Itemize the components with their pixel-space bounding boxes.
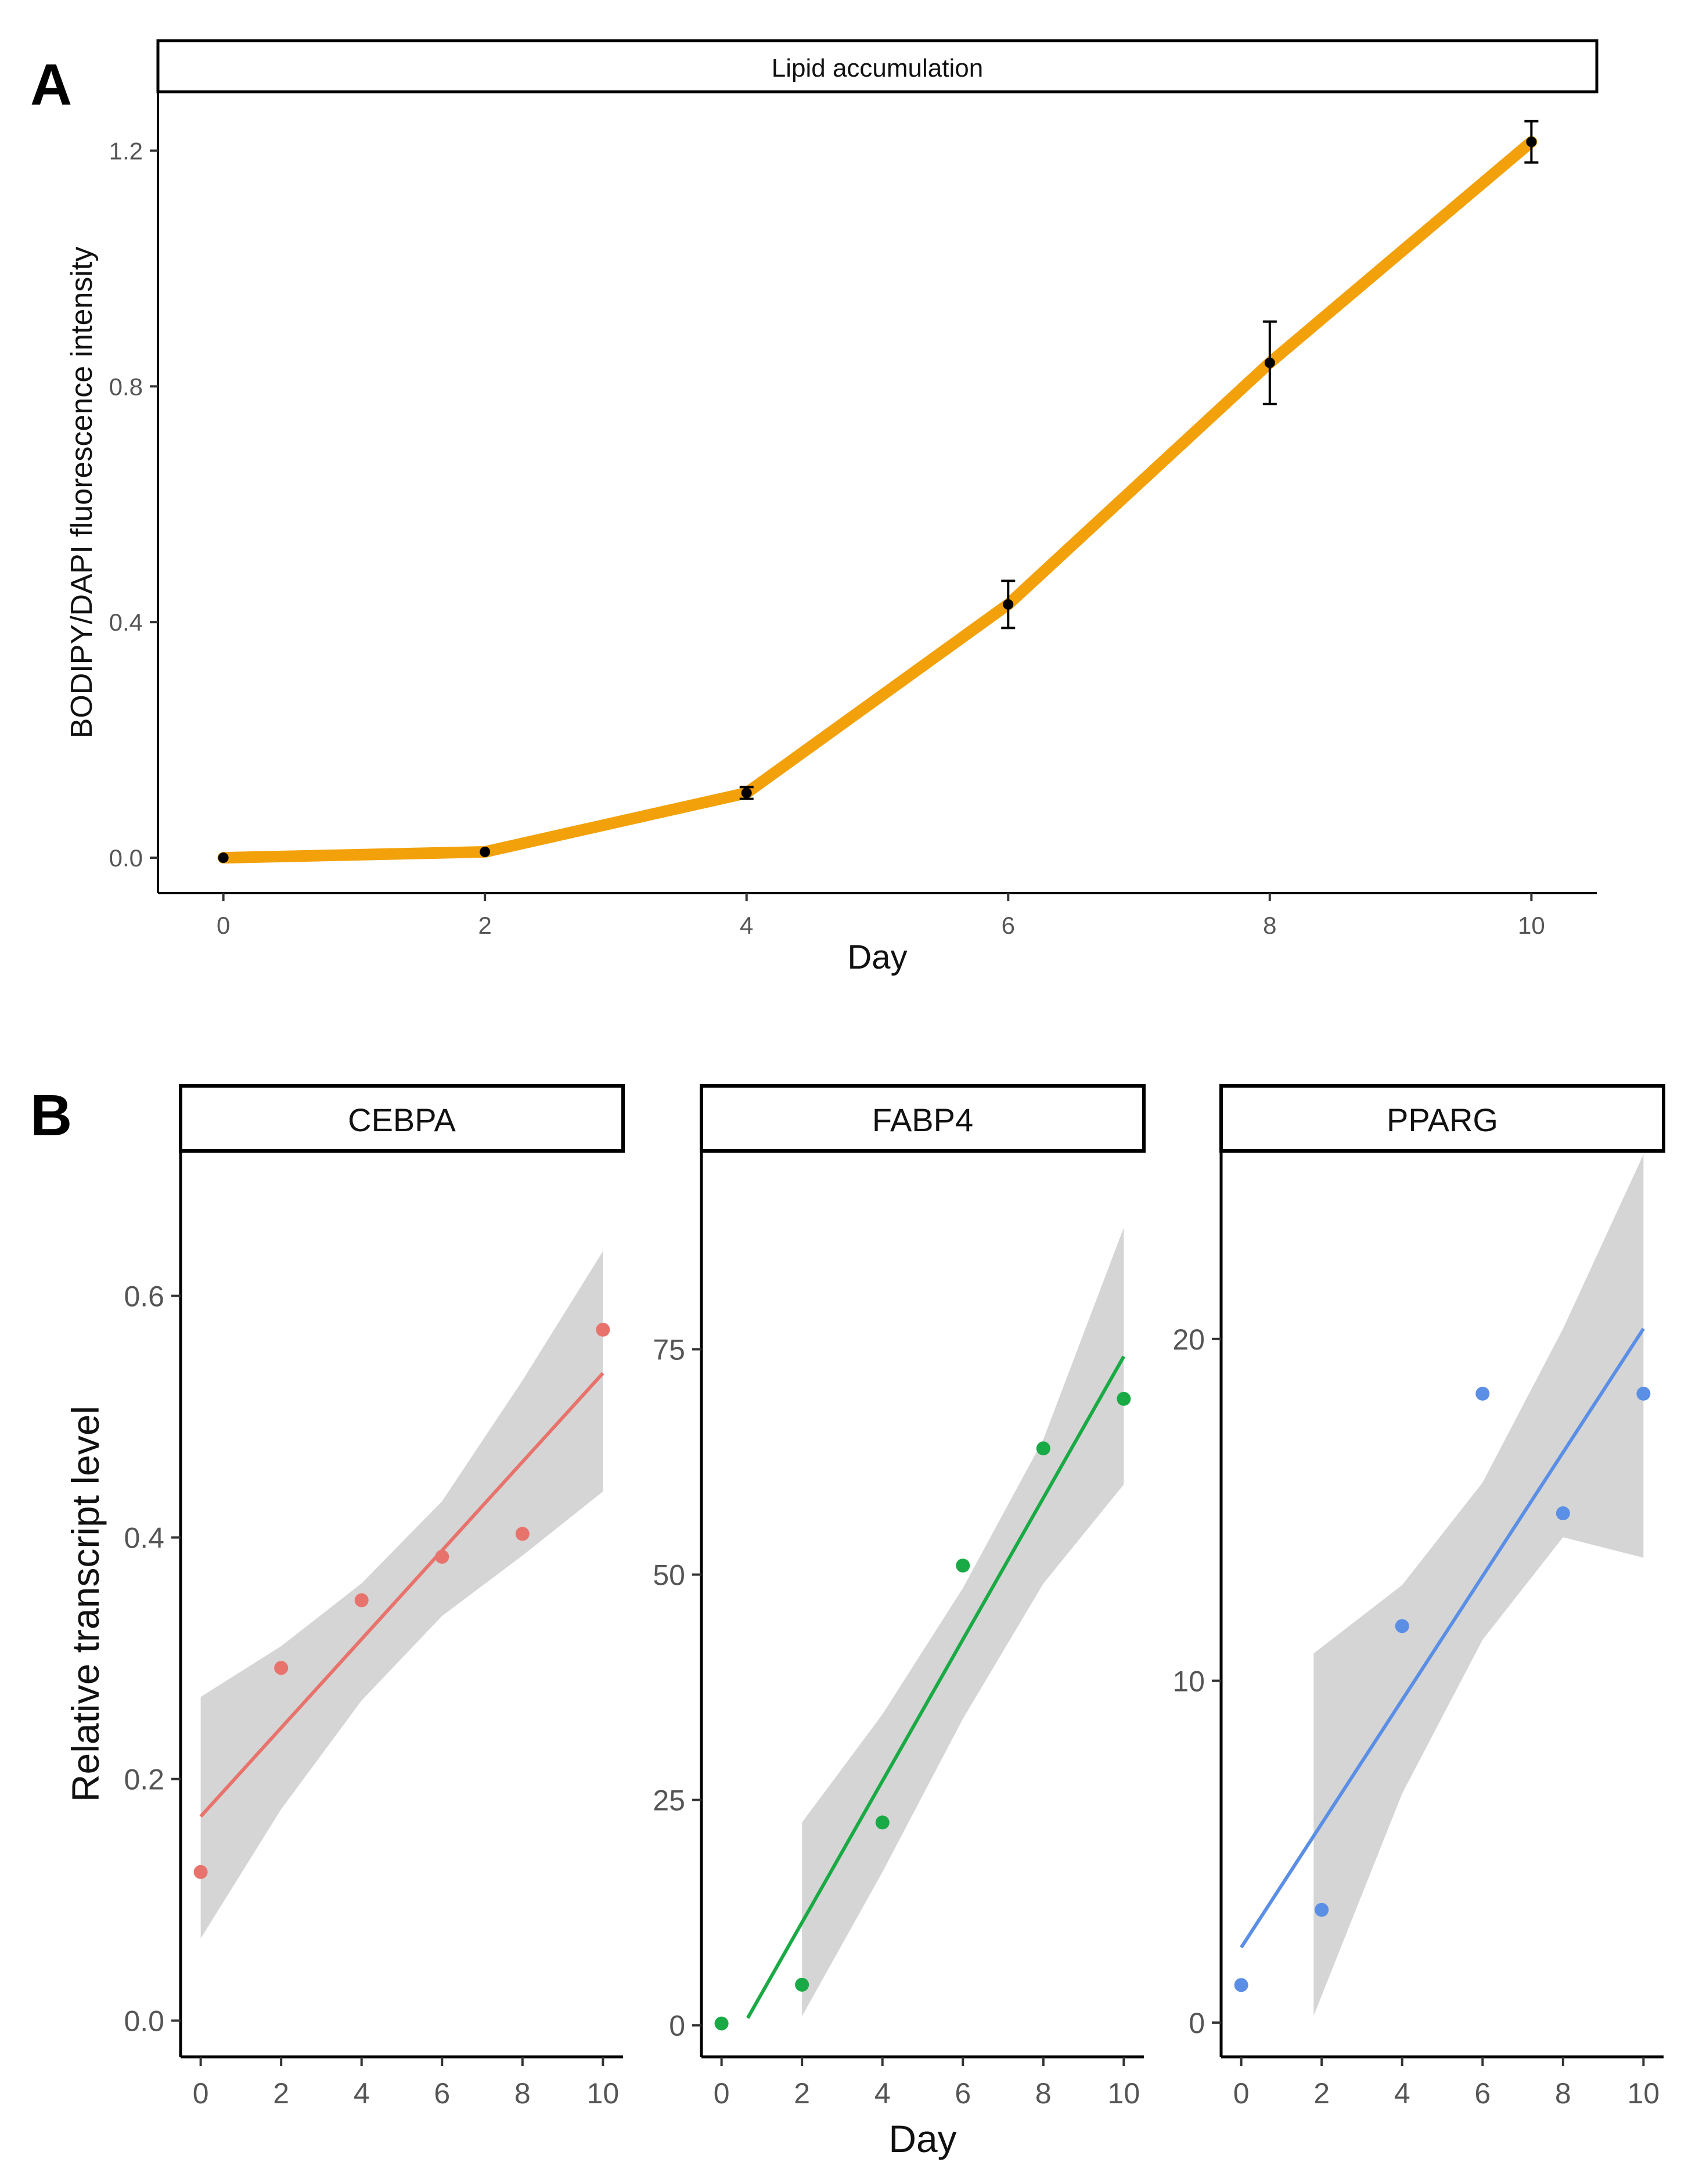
fabp4-point-0 (714, 2016, 729, 2031)
pparg-y-tick-label: 0 (1189, 2007, 1205, 2039)
fabp4-point-3 (956, 1559, 970, 1573)
pparg-x-tick-label: 0 (1233, 2077, 1250, 2110)
pparg-point-1 (1315, 1902, 1329, 1917)
x-tick-label: 2 (478, 912, 492, 939)
fabp4-x-tick-label: 4 (874, 2077, 891, 2110)
cebpa-y-tick-label: 0.2 (124, 1764, 164, 1796)
lipid-point-0 (218, 852, 229, 863)
fabp4-x-tick-label: 2 (794, 2077, 810, 2110)
lipid-line (217, 136, 1538, 864)
fabp4-y-tick-label: 0 (669, 2010, 685, 2042)
fabp4-x-tick-label: 8 (1035, 2077, 1052, 2110)
fabp4-x-tick-label: 0 (714, 2077, 730, 2110)
y-tick-label: 0.0 (109, 844, 143, 872)
strip-fabp4 (700, 1084, 1146, 1153)
lipid-point-4 (1264, 357, 1275, 368)
cebpa-x-tick-label: 4 (354, 2077, 370, 2110)
x-axis-title: Day (847, 938, 907, 976)
lipid-point-2 (741, 787, 752, 798)
facet-fabp4: FABP4 0 25 50 75 0 2 4 6 8 10 (653, 1084, 1146, 2110)
cebpa-point-0 (193, 1865, 208, 1879)
cebpa-point-4 (515, 1527, 530, 1541)
fabp4-confidence-band (802, 1227, 1124, 2017)
pparg-point-4 (1556, 1506, 1570, 1520)
facet-pparg: PPARG 0 10 20 0 2 4 6 8 10 (1172, 1084, 1665, 2110)
cebpa-y-tick-label: 0.4 (124, 1522, 164, 1555)
cebpa-x-tick-label: 10 (587, 2077, 620, 2110)
strip-pparg-label: PPARG (1387, 1102, 1498, 1138)
cebpa-point-1 (274, 1661, 289, 1675)
pparg-x-tick-label: 10 (1628, 2077, 1660, 2110)
panel-b-letter: B (30, 1083, 72, 1148)
y-tick-label: 0.8 (109, 373, 143, 400)
x-tick-label: 6 (1002, 912, 1015, 939)
panel-a-letter: A (30, 52, 72, 117)
lipid-point-1 (480, 846, 491, 857)
facet-cebpa: CEBPA 0.0 0.2 0.4 0.6 0 2 4 6 8 10 (124, 1084, 625, 2110)
x-tick-label: 8 (1263, 912, 1276, 939)
fabp4-y-tick-label: 25 (653, 1784, 685, 1817)
x-tick-label: 0 (217, 912, 230, 939)
pparg-y-tick-label: 20 (1172, 1323, 1205, 1356)
pparg-point-5 (1636, 1386, 1651, 1401)
x-ticks: 0 2 4 6 8 10 (217, 893, 1545, 939)
y-tick-label: 1.2 (109, 137, 143, 164)
cebpa-x-tick-label: 6 (434, 2077, 450, 2110)
cebpa-y-tick-label: 0.6 (124, 1280, 164, 1313)
pparg-fit-line (1240, 1327, 1645, 1949)
strip-lipid (156, 39, 1599, 93)
fabp4-y-tick-label: 50 (653, 1559, 685, 1592)
pparg-x-tick-label: 6 (1474, 2077, 1491, 2110)
fabp4-x-tick-label: 10 (1108, 2077, 1140, 2110)
fabp4-point-5 (1117, 1391, 1131, 1406)
cebpa-point-5 (596, 1322, 610, 1337)
lipid-accumulation-chart: Lipid accumulation 0.00.40.81.2 0 2 4 6 8 10 … (65, 39, 1599, 976)
y-axis-title: BODIPY/DAPI fluorescence intensity (65, 247, 99, 739)
fabp4-point-4 (1036, 1441, 1050, 1456)
pparg-x-tick-label: 8 (1555, 2077, 1571, 2110)
pparg-x-tick-label: 2 (1313, 2077, 1330, 2110)
pparg-y-tick-label: 10 (1172, 1665, 1205, 1697)
lipid-point-5 (1526, 136, 1537, 147)
fabp4-y-tick-label: 75 (653, 1333, 685, 1366)
y-axis-title-b: Relative transcript level (64, 1406, 107, 1802)
pparg-x-tick-label: 4 (1394, 2077, 1410, 2110)
lipid-series (217, 120, 1539, 864)
x-tick-label: 4 (740, 912, 753, 939)
cebpa-x-tick-label: 0 (193, 2077, 209, 2110)
lipid-point-3 (1003, 599, 1014, 610)
pparg-point-2 (1395, 1619, 1409, 1633)
strip-pparg (1219, 1084, 1665, 1153)
y-ticks: 0.0 0.4 0.8 1.2 (109, 137, 158, 872)
fabp4-fit-line (746, 1355, 1125, 2019)
fabp4-point-2 (875, 1815, 890, 1830)
cebpa-point-2 (354, 1593, 369, 1607)
x-axis-title-b: Day (888, 2117, 956, 2160)
cebpa-point-3 (435, 1549, 449, 1564)
y-tick-label: 0.4 (109, 609, 143, 636)
pparg-point-3 (1475, 1386, 1490, 1401)
fabp4-point-1 (795, 1977, 809, 1992)
cebpa-x-tick-label: 2 (273, 2077, 289, 2110)
fabp4-x-tick-label: 6 (955, 2077, 971, 2110)
cebpa-fit-line (199, 1372, 604, 1818)
cebpa-y-tick-label: 0.0 (124, 2005, 164, 2038)
x-tick-label: 10 (1518, 912, 1545, 939)
cebpa-x-tick-label: 8 (514, 2077, 531, 2110)
strip-lipid-label: Lipid accumulation (772, 54, 983, 82)
strip-cebpa (179, 1084, 625, 1153)
pparg-point-0 (1234, 1978, 1248, 1992)
strip-fabp4-label: FABP4 (872, 1102, 973, 1138)
strip-cebpa-label: CEBPA (348, 1102, 456, 1138)
